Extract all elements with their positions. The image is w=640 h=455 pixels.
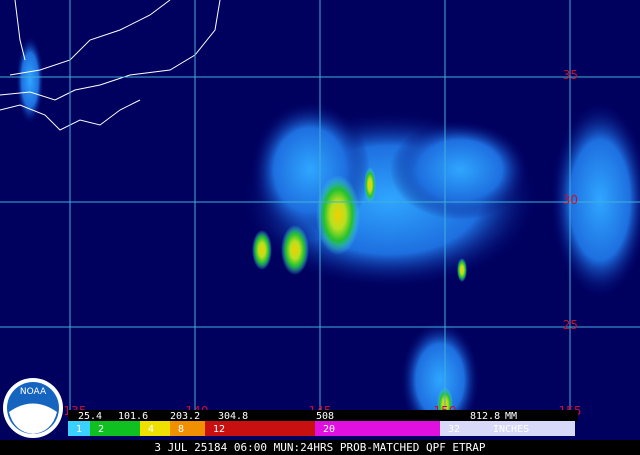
mm-label: 508	[316, 411, 334, 422]
color-swatch	[315, 421, 440, 436]
color-swatch	[440, 421, 575, 436]
inch-label: 12	[213, 424, 225, 435]
caption-bar	[0, 440, 640, 455]
mm-label: 203.2	[170, 411, 200, 422]
color-swatch	[205, 421, 315, 436]
graticule	[0, 0, 640, 420]
noaa-logo: NOAA	[3, 378, 63, 438]
color-swatch	[90, 421, 140, 436]
inch-label: 32	[448, 424, 460, 435]
coastline	[0, 0, 221, 131]
lat-label: 25	[563, 318, 578, 332]
mm-label: 304.8	[218, 411, 248, 422]
lat-label: 30	[563, 193, 578, 207]
inch-label: 1	[76, 424, 82, 435]
color-swatch	[140, 421, 170, 436]
mm-label: 812.8	[470, 411, 500, 422]
color-swatch	[170, 421, 205, 436]
mm-unit: MM	[505, 411, 517, 422]
inch-label: 4	[148, 424, 154, 435]
caption: 3 JUL 25184 06:00 MUN:24HRS PROB-MATCHED…	[154, 441, 486, 454]
legend-top	[68, 410, 578, 421]
lat-label: 35	[563, 68, 578, 82]
inch-label: 2	[98, 424, 104, 435]
mm-label: 25.4	[78, 411, 102, 422]
color-swatch	[68, 421, 90, 436]
inch-label: 20	[323, 424, 335, 435]
logo-text: NOAA	[20, 387, 47, 397]
inch-label: 8	[178, 424, 184, 435]
inch-unit: INCHES	[493, 424, 529, 435]
mm-label: 101.6	[118, 411, 148, 422]
